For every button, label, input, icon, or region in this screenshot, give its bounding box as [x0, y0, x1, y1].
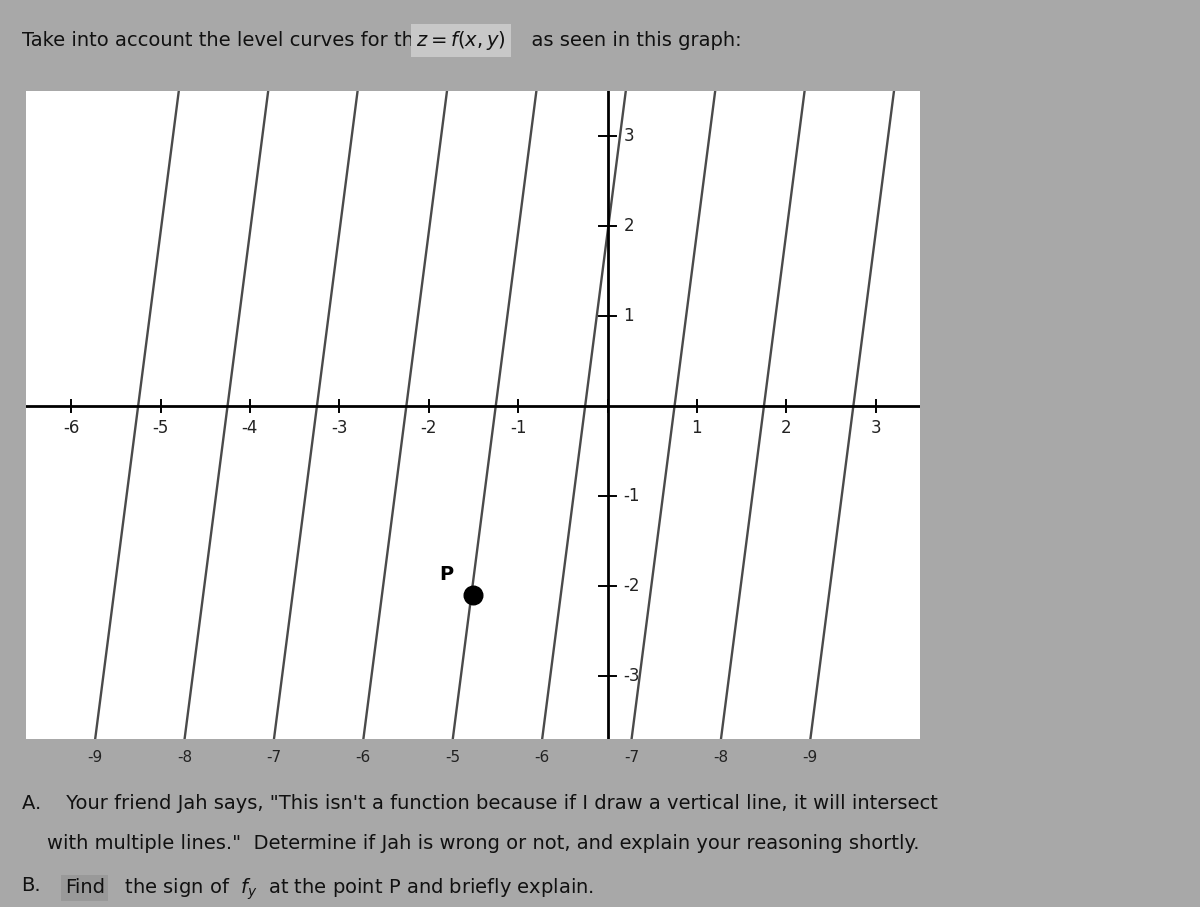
Text: 3: 3: [870, 419, 881, 437]
Point: [463, 588, 482, 602]
Text: -4: -4: [241, 419, 258, 437]
Text: -7: -7: [266, 749, 282, 765]
Text: the sign of  $f_y$  at the point P and briefly explain.: the sign of $f_y$ at the point P and bri…: [112, 876, 594, 902]
Text: -2: -2: [420, 419, 437, 437]
Text: -9: -9: [88, 749, 103, 765]
Text: 3: 3: [624, 127, 635, 145]
Text: -1: -1: [624, 487, 640, 505]
Text: -3: -3: [331, 419, 348, 437]
Text: -5: -5: [445, 749, 461, 765]
Text: -8: -8: [176, 749, 192, 765]
Text: -6: -6: [534, 749, 550, 765]
Text: Find: Find: [65, 878, 104, 897]
Text: 1: 1: [691, 419, 702, 437]
Text: with multiple lines."  Determine if Jah is wrong or not, and explain your reason: with multiple lines." Determine if Jah i…: [22, 834, 919, 853]
Text: A.    Your friend Jah says, "This isn't a function because if I draw a vertical : A. Your friend Jah says, "This isn't a f…: [22, 795, 937, 814]
Text: -3: -3: [624, 668, 640, 685]
Text: -6: -6: [62, 419, 79, 437]
Text: B.: B.: [22, 876, 41, 895]
Text: -8: -8: [713, 749, 728, 765]
Text: -2: -2: [624, 577, 640, 595]
Text: 1: 1: [624, 307, 635, 325]
Text: as seen in this graph:: as seen in this graph:: [520, 32, 742, 50]
Text: 2: 2: [781, 419, 792, 437]
Text: 2: 2: [624, 217, 635, 235]
Text: -6: -6: [355, 749, 371, 765]
Text: -1: -1: [510, 419, 527, 437]
Text: $z = f(x, y)$: $z = f(x, y)$: [416, 29, 505, 53]
Text: -9: -9: [803, 749, 818, 765]
Text: Take into account the level curves for the function: Take into account the level curves for t…: [22, 32, 524, 50]
Text: -7: -7: [624, 749, 640, 765]
Text: -5: -5: [152, 419, 169, 437]
Text: P: P: [439, 565, 454, 584]
